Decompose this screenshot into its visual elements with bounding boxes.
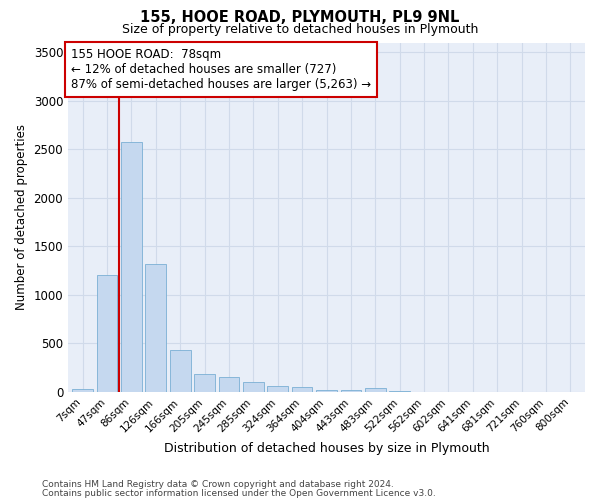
Y-axis label: Number of detached properties: Number of detached properties	[15, 124, 28, 310]
Text: Contains HM Land Registry data © Crown copyright and database right 2024.: Contains HM Land Registry data © Crown c…	[42, 480, 394, 489]
Bar	[341, 390, 361, 392]
Bar	[316, 390, 337, 392]
Text: Size of property relative to detached houses in Plymouth: Size of property relative to detached ho…	[122, 22, 478, 36]
Bar	[292, 387, 313, 392]
Bar	[97, 276, 118, 392]
Text: Contains public sector information licensed under the Open Government Licence v3: Contains public sector information licen…	[42, 488, 436, 498]
Bar	[218, 377, 239, 392]
Bar	[268, 386, 288, 392]
X-axis label: Distribution of detached houses by size in Plymouth: Distribution of detached houses by size …	[164, 442, 490, 455]
Text: 155, HOOE ROAD, PLYMOUTH, PL9 9NL: 155, HOOE ROAD, PLYMOUTH, PL9 9NL	[140, 10, 460, 25]
Bar	[170, 350, 191, 392]
Bar	[73, 389, 93, 392]
Bar	[145, 264, 166, 392]
Bar	[121, 142, 142, 392]
Text: 155 HOOE ROAD:  78sqm
← 12% of detached houses are smaller (727)
87% of semi-det: 155 HOOE ROAD: 78sqm ← 12% of detached h…	[71, 48, 371, 90]
Bar	[194, 374, 215, 392]
Bar	[243, 382, 264, 392]
Bar	[365, 388, 386, 392]
